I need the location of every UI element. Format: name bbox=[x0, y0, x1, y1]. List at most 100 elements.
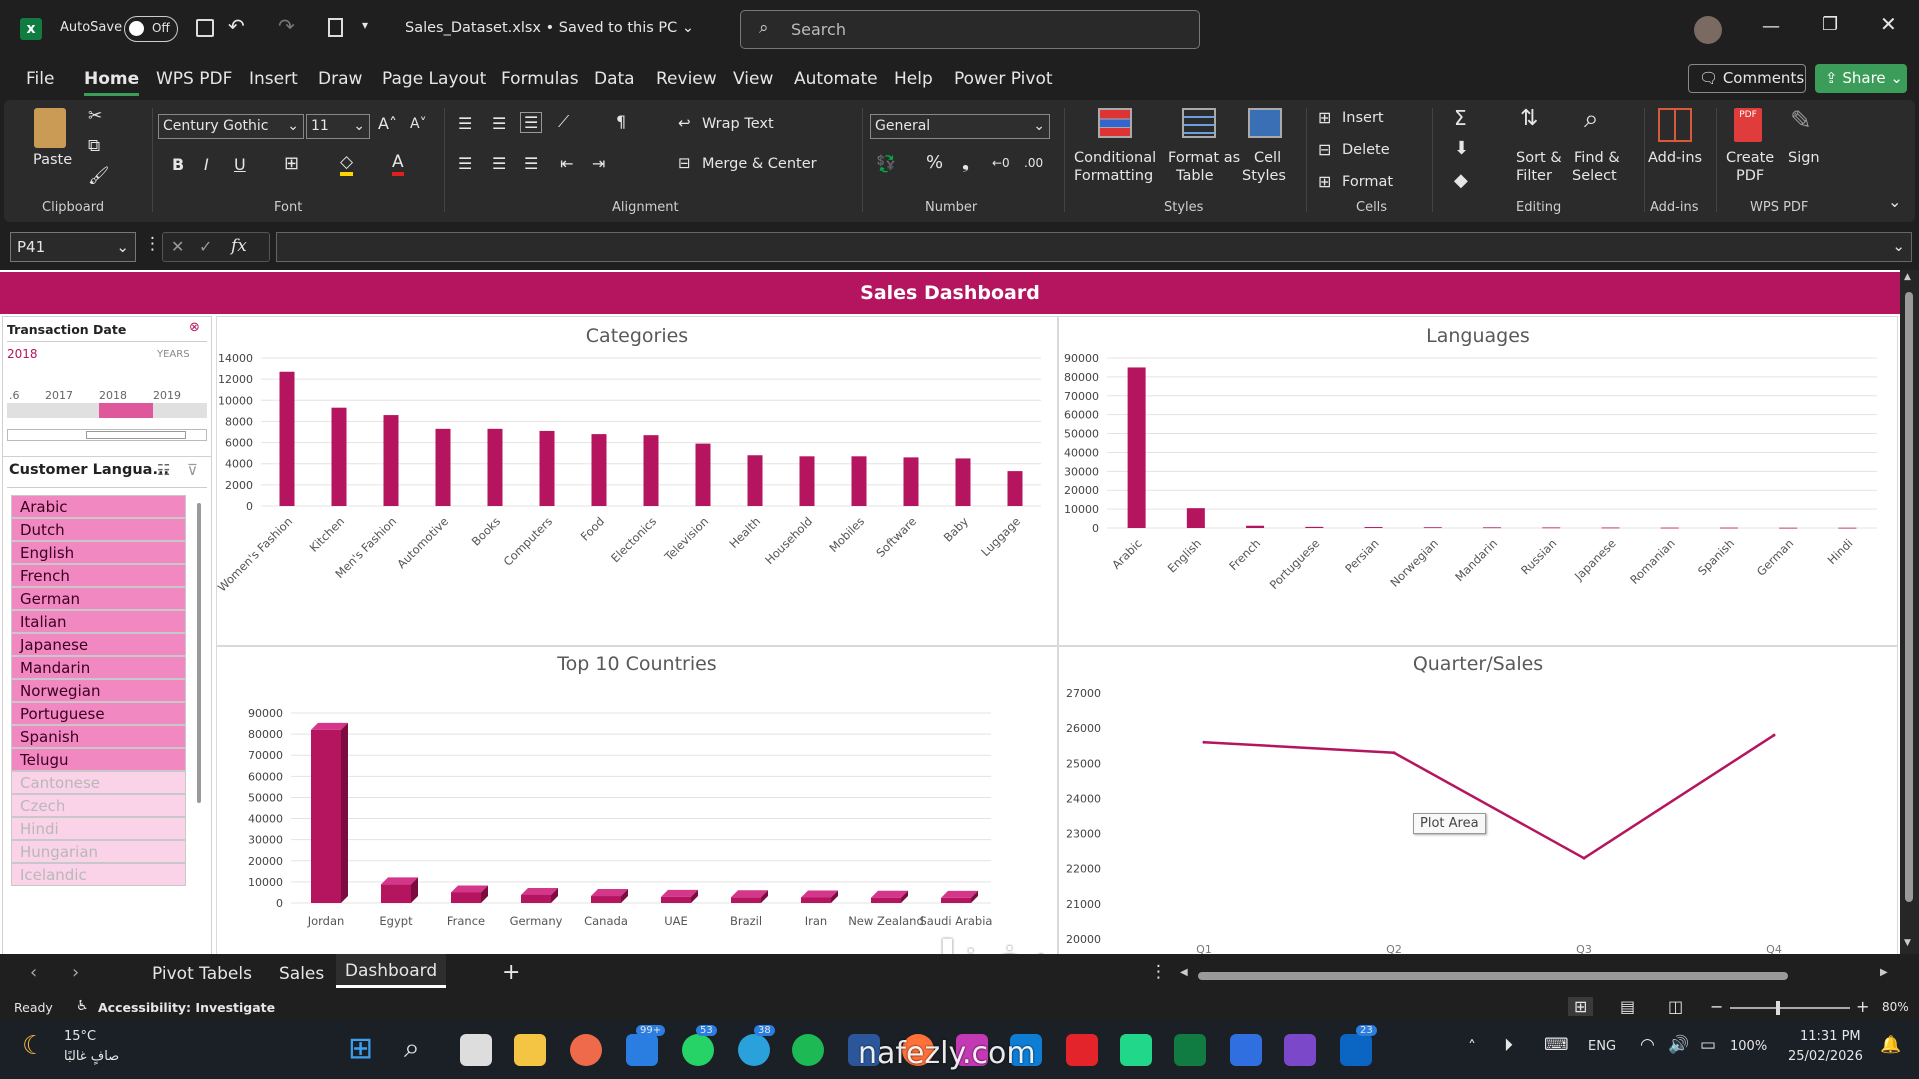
number-format-select[interactable]: General ⌄ bbox=[870, 114, 1050, 139]
clear-icon[interactable]: ◆ bbox=[1454, 170, 1468, 191]
slicer-item[interactable]: Cantonese bbox=[11, 771, 186, 794]
notifications-icon[interactable]: 🔔 bbox=[1880, 1035, 1902, 1055]
increase-indent-icon[interactable]: ⇥ bbox=[592, 154, 606, 173]
wrap-text-button[interactable]: Wrap Text bbox=[702, 116, 774, 132]
word-icon[interactable] bbox=[848, 1034, 880, 1066]
slicer-scrollbar[interactable] bbox=[197, 503, 201, 803]
add-sheet-icon[interactable]: + bbox=[502, 960, 521, 985]
name-box[interactable]: P41 ⌄ bbox=[10, 232, 136, 262]
collapse-ribbon-icon[interactable]: ⌄ bbox=[1888, 192, 1902, 211]
menu-automate[interactable]: Automate bbox=[794, 69, 878, 89]
clear-filter-icon[interactable]: ⊽ bbox=[187, 461, 198, 479]
slicer-item[interactable]: Dutch bbox=[11, 518, 186, 541]
page-layout-view-icon[interactable]: ▤ bbox=[1620, 997, 1636, 1016]
search-box[interactable]: ⌕ Search bbox=[740, 10, 1200, 49]
wps-icon[interactable] bbox=[1066, 1034, 1098, 1066]
insert-cells-button[interactable]: Insert bbox=[1342, 110, 1384, 126]
slicer-item[interactable]: Japanese bbox=[11, 633, 186, 656]
increase-font-icon[interactable]: A˄ bbox=[378, 114, 397, 133]
align-left-icon[interactable]: ☰ bbox=[458, 154, 473, 173]
cancel-icon[interactable]: ✕ bbox=[171, 237, 185, 256]
align-top-icon[interactable]: ☰ bbox=[458, 114, 473, 133]
menu-home[interactable]: Home bbox=[84, 69, 140, 96]
format-cells-button[interactable]: Format bbox=[1342, 174, 1394, 190]
menu-power-pivot[interactable]: Power Pivot bbox=[954, 69, 1053, 89]
new-file-icon[interactable] bbox=[328, 18, 343, 37]
excel-icon[interactable] bbox=[1174, 1034, 1206, 1066]
worksheet-dashboard[interactable]: Sales Dashboard Transaction Date ⊗ 2018 … bbox=[0, 270, 1900, 954]
zoom-slider[interactable] bbox=[1730, 1001, 1850, 1015]
cell-styles-button[interactable]: Cell bbox=[1254, 150, 1282, 166]
linkedin-icon[interactable] bbox=[1340, 1034, 1372, 1066]
menu-wps-pdf[interactable]: WPS PDF bbox=[156, 69, 233, 89]
menu-view[interactable]: View bbox=[733, 69, 774, 89]
slicer-item[interactable]: Icelandic bbox=[11, 863, 186, 886]
slicer-item[interactable]: Spanish bbox=[11, 725, 186, 748]
whatsapp-icon[interactable] bbox=[682, 1034, 714, 1066]
sheet-tab-dashboard[interactable]: Dashboard bbox=[336, 954, 446, 988]
menu-review[interactable]: Review bbox=[656, 69, 717, 89]
slicer-item[interactable]: Hindi bbox=[11, 817, 186, 840]
comma-icon[interactable]: ❟ bbox=[962, 152, 970, 173]
decrease-indent-icon[interactable]: ⇤ bbox=[560, 154, 574, 173]
save-icon[interactable] bbox=[196, 19, 214, 37]
zoom-out-icon[interactable]: − bbox=[1710, 997, 1724, 1016]
paragraph-icon[interactable]: ¶ bbox=[616, 112, 627, 131]
sheet-tab-pivot-tabels[interactable]: Pivot Tabels bbox=[152, 964, 252, 984]
addins-button[interactable]: Add-ins bbox=[1648, 150, 1703, 166]
decrease-decimal-icon[interactable]: .00 bbox=[1024, 156, 1044, 170]
timeline-level-select[interactable]: YEARS bbox=[157, 349, 190, 360]
slicer-item[interactable]: Czech bbox=[11, 794, 186, 817]
more-options-icon[interactable]: ⋮ bbox=[144, 234, 161, 254]
multi-select-icon[interactable]: ☷ bbox=[157, 461, 171, 479]
sheet-tab-sales[interactable]: Sales bbox=[279, 964, 325, 984]
restore-icon[interactable]: ❐ bbox=[1822, 14, 1839, 35]
language-slicer[interactable]: Customer Langua... ☷ ⊽ Arabic Dutch Englis… bbox=[2, 456, 212, 954]
menu-page-layout[interactable]: Page Layout bbox=[382, 69, 487, 89]
menu-formulas[interactable]: Formulas bbox=[501, 69, 579, 89]
minimize-icon[interactable]: — bbox=[1762, 16, 1780, 37]
font-size-select[interactable]: 11 ⌄ bbox=[306, 114, 370, 139]
clear-filter-icon[interactable]: ⊗ bbox=[189, 320, 200, 335]
menu-insert[interactable]: Insert bbox=[249, 69, 298, 89]
format-painter-icon[interactable]: 🖌 bbox=[88, 166, 110, 186]
insert-function-icon[interactable]: fx bbox=[231, 236, 247, 256]
weather-icon[interactable]: ☾ bbox=[22, 1031, 46, 1061]
autosave-toggle[interactable]: Off bbox=[124, 16, 178, 42]
mail-icon[interactable] bbox=[626, 1034, 658, 1066]
cut-icon[interactable]: ✂ bbox=[88, 106, 103, 126]
close-icon[interactable]: ✕ bbox=[1880, 12, 1897, 36]
orientation-icon[interactable]: ⟋ bbox=[558, 112, 570, 131]
keyboard-icon[interactable]: ⌨ bbox=[1544, 1035, 1569, 1055]
clock-time[interactable]: 11:31 PM bbox=[1800, 1029, 1861, 1044]
decrease-font-icon[interactable]: A˅ bbox=[410, 116, 427, 132]
align-bottom-icon[interactable]: ☰ bbox=[520, 112, 543, 133]
menu-file[interactable]: File bbox=[26, 69, 55, 89]
countries-chart[interactable]: Top 10 Countries 0 10000 20000 30000 40000 50… bbox=[216, 646, 1058, 954]
file-title[interactable]: Sales_Dataset.xlsx • Saved to this PC ⌄ bbox=[405, 20, 695, 36]
file-explorer-icon[interactable] bbox=[514, 1034, 546, 1066]
fill-icon[interactable]: ⬇ bbox=[1454, 138, 1470, 159]
page-break-view-icon[interactable]: ◫ bbox=[1668, 997, 1684, 1016]
search-icon[interactable]: ⌕ bbox=[404, 1031, 420, 1064]
vertical-scrollbar[interactable]: ▲ ▼ bbox=[1900, 270, 1919, 954]
delete-cells-button[interactable]: Delete bbox=[1342, 142, 1390, 158]
firefox-icon[interactable] bbox=[902, 1034, 934, 1066]
customize-toolbar-icon[interactable]: ▾ bbox=[362, 18, 369, 32]
fill-color-icon[interactable]: ◇ bbox=[340, 152, 354, 176]
timeline-scrollbar[interactable] bbox=[7, 429, 207, 441]
horizontal-scrollbar[interactable]: ◀ ▶ bbox=[1180, 967, 1888, 980]
media-icon[interactable]: ⏵ bbox=[1504, 1035, 1513, 1056]
comments-button[interactable]: 🗨 Comments bbox=[1688, 64, 1806, 93]
enter-icon[interactable]: ✓ bbox=[199, 237, 213, 256]
slicer-item[interactable]: French bbox=[11, 564, 186, 587]
font-color-icon[interactable]: A bbox=[392, 152, 404, 176]
autosum-icon[interactable]: Σ bbox=[1454, 106, 1467, 130]
pdf-icon[interactable]: PDF bbox=[1734, 108, 1762, 142]
paste-icon[interactable] bbox=[34, 108, 66, 148]
share-button[interactable]: ⇪ Share ⌄ bbox=[1815, 64, 1907, 93]
create-pdf-button[interactable]: Create bbox=[1726, 150, 1775, 166]
merge-center-icon[interactable]: ⊟ bbox=[678, 154, 691, 172]
sign-icon[interactable]: ✎ bbox=[1790, 106, 1812, 136]
addins-icon[interactable] bbox=[1658, 108, 1692, 142]
